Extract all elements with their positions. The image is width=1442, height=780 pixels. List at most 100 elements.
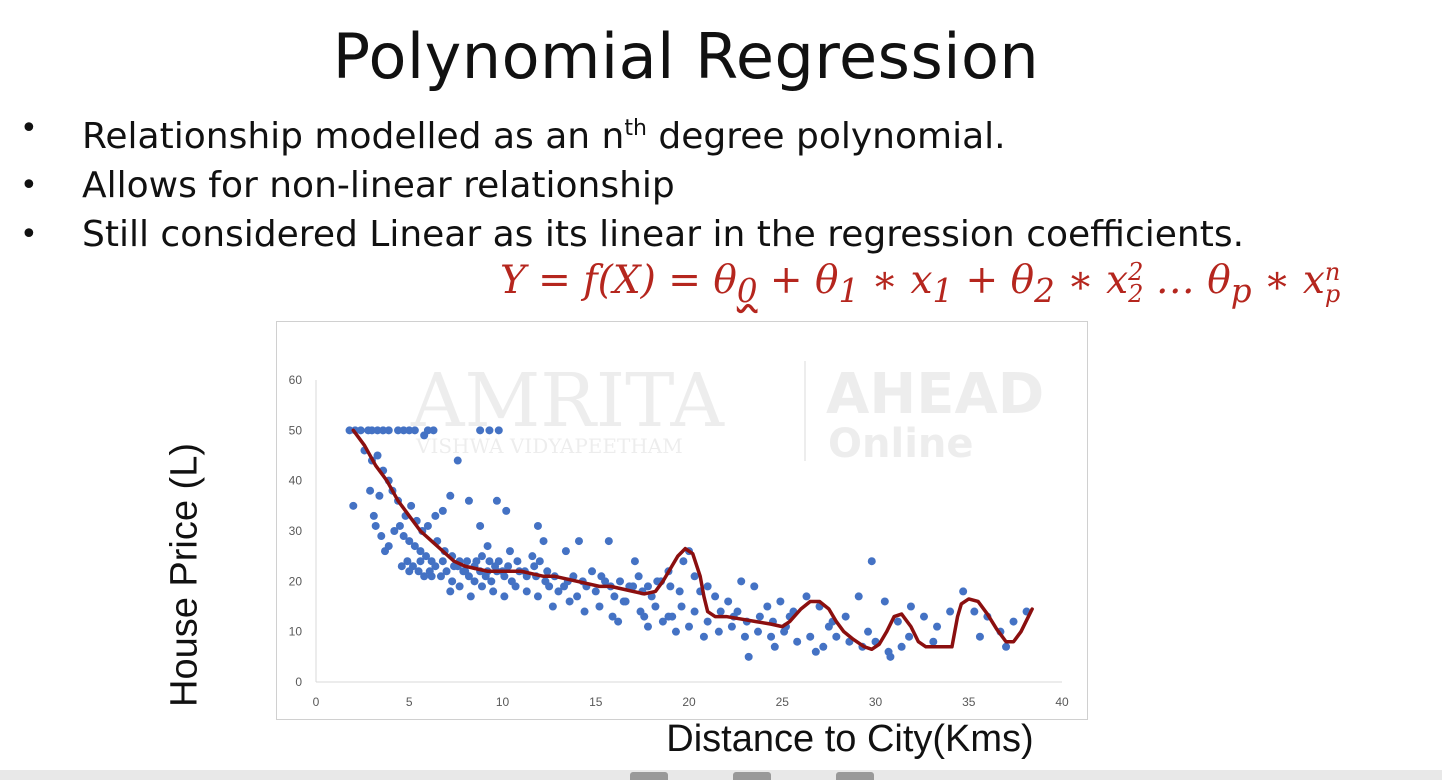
x-axis-label: Distance to City(Kms) bbox=[666, 718, 1034, 760]
scatter-point bbox=[740, 632, 749, 641]
bullet-item: • Still considered Linear as its linear … bbox=[20, 210, 1244, 259]
scatter-chart: AMRITA VISHWA VIDYAPEETHAM AHEAD Online … bbox=[276, 321, 1088, 720]
scatter-point bbox=[455, 582, 464, 591]
scatter-point bbox=[905, 632, 914, 641]
scatter-point bbox=[405, 426, 414, 435]
scatter-point bbox=[929, 637, 938, 646]
formula-times: ∗ bbox=[1054, 258, 1107, 303]
y-tick-label: 60 bbox=[289, 373, 303, 387]
scatter-point bbox=[472, 557, 481, 566]
x-tick-label: 0 bbox=[313, 695, 320, 709]
scatter-point bbox=[485, 426, 494, 435]
scatter-point bbox=[1002, 642, 1011, 651]
scatter-point bbox=[643, 582, 652, 591]
scatter-point bbox=[666, 582, 675, 591]
formula-thetap: θ bbox=[1207, 258, 1231, 303]
scatter-point bbox=[487, 577, 496, 586]
watermark-right-sub: Online bbox=[828, 421, 974, 467]
scatter-point bbox=[500, 592, 509, 601]
scatter-point bbox=[679, 557, 688, 566]
scatter-point bbox=[864, 627, 873, 636]
y-axis-label: House Price (L) bbox=[163, 443, 206, 707]
watermark-left-sub: VISHWA VIDYAPEETHAM bbox=[415, 434, 683, 458]
scatter-point bbox=[394, 426, 403, 435]
scatter-point bbox=[802, 592, 811, 601]
scatter-point bbox=[410, 542, 419, 551]
bullet-text: Still considered Linear as its linear in… bbox=[82, 214, 1245, 255]
formula-theta0: θ bbox=[713, 258, 737, 303]
scatter-point bbox=[397, 562, 406, 571]
bullet-text-pre: Relationship modelled as an n bbox=[82, 116, 625, 157]
scatter-point bbox=[946, 607, 955, 616]
y-tick-label: 0 bbox=[295, 675, 302, 689]
nav-tab[interactable] bbox=[630, 772, 668, 780]
scatter-point bbox=[716, 607, 725, 616]
scatter-point bbox=[349, 501, 358, 510]
scatter-point bbox=[755, 612, 764, 621]
scatter-point bbox=[539, 537, 548, 546]
formula-plus: + bbox=[953, 258, 1011, 303]
scatter-point bbox=[677, 602, 686, 611]
scatter-point bbox=[651, 602, 660, 611]
scatter-point bbox=[897, 642, 906, 651]
bullet-superscript: th bbox=[624, 116, 647, 141]
y-tick-label: 50 bbox=[289, 423, 303, 437]
bullet-dot: • bbox=[20, 168, 38, 203]
watermark-right: AHEAD bbox=[826, 362, 1044, 427]
scatter-point bbox=[621, 597, 630, 606]
scatter-point bbox=[614, 617, 623, 626]
scatter-point bbox=[886, 652, 895, 661]
scatter-point bbox=[560, 582, 569, 591]
scatter-point bbox=[477, 582, 486, 591]
scatter-point bbox=[959, 587, 968, 596]
scatter-point bbox=[416, 547, 425, 556]
scatter-point bbox=[699, 632, 708, 641]
scatter-point bbox=[504, 562, 513, 571]
x-tick-label: 35 bbox=[962, 695, 976, 709]
formula-x2-sup: 2 bbox=[1128, 258, 1144, 286]
formula-x1: x bbox=[910, 258, 933, 303]
scatter-point bbox=[345, 426, 354, 435]
scatter-point bbox=[371, 521, 380, 530]
scatter-point bbox=[403, 557, 412, 566]
scatter-point bbox=[595, 602, 604, 611]
scatter-point bbox=[377, 532, 386, 541]
formula-xp-sup: n bbox=[1324, 258, 1341, 286]
formula-thetap-sub: p bbox=[1230, 271, 1252, 310]
scatter-point bbox=[806, 632, 815, 641]
scatter-point bbox=[714, 627, 723, 636]
scatter-point bbox=[615, 577, 624, 586]
y-tick-label: 40 bbox=[289, 474, 303, 488]
scatter-point bbox=[453, 456, 462, 465]
scatter-point bbox=[573, 592, 582, 601]
scatter-point bbox=[811, 647, 820, 656]
scatter-point bbox=[429, 426, 438, 435]
scatter-point bbox=[414, 567, 423, 576]
scatter-point bbox=[832, 632, 841, 641]
scatter-point bbox=[724, 597, 733, 606]
scatter-point bbox=[522, 587, 531, 596]
scatter-point bbox=[763, 602, 772, 611]
scatter-point bbox=[640, 612, 649, 621]
x-tick-label: 20 bbox=[682, 695, 696, 709]
scatter-point bbox=[477, 552, 486, 561]
scatter-point bbox=[824, 622, 833, 631]
scatter-point bbox=[442, 567, 451, 576]
scatter-point bbox=[511, 582, 520, 591]
nav-tab[interactable] bbox=[733, 772, 771, 780]
scatter-point bbox=[500, 572, 509, 581]
scatter-point bbox=[436, 572, 445, 581]
nav-tab[interactable] bbox=[836, 772, 874, 780]
scatter-point bbox=[379, 426, 388, 435]
y-tick-label: 10 bbox=[289, 625, 303, 639]
formula-xp-sub: p bbox=[1324, 280, 1341, 308]
scatter-point bbox=[541, 577, 550, 586]
scatter-point bbox=[591, 587, 600, 596]
bullet-text-post: degree polynomial. bbox=[646, 116, 1006, 157]
y-tick-labels: 0 10 20 30 40 50 60 bbox=[289, 373, 303, 689]
scatter-point bbox=[819, 642, 828, 651]
scatter-point bbox=[427, 572, 436, 581]
scatter-point bbox=[711, 592, 720, 601]
scatter-point bbox=[675, 587, 684, 596]
